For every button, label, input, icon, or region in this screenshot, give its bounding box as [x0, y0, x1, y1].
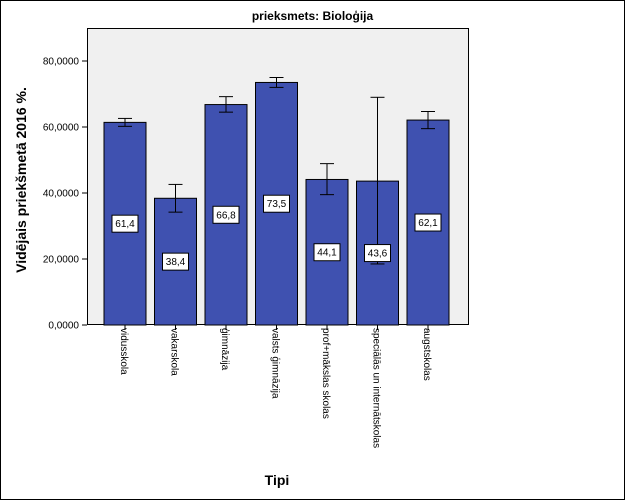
data-label-box — [414, 213, 442, 232]
x-tick-label: prof+mākslas skolas — [320, 328, 331, 419]
data-label: 61,4 — [115, 219, 135, 230]
x-tick-label: ģimnāzija — [219, 328, 232, 371]
x-tick-label: speciālās un internātskolas — [371, 328, 382, 448]
x-axis-label: Tipi — [264, 472, 290, 488]
data-label-box — [162, 252, 189, 271]
y-tick-label: 40,0000 — [43, 189, 80, 200]
x-tick-label: vidusskola — [118, 328, 129, 375]
data-label-box — [212, 205, 240, 224]
y-tick-label: 20,0000 — [43, 255, 80, 266]
y-tick-label: 0,0000 — [48, 321, 79, 332]
data-label: 38,4 — [166, 257, 186, 268]
x-tick-label: vakarskola — [169, 328, 180, 376]
x-tick-label: augstskolas — [421, 328, 432, 381]
data-label-box — [313, 243, 341, 262]
data-label-box — [364, 244, 391, 263]
data-label: 44,1 — [317, 248, 337, 259]
data-label: 43,6 — [368, 249, 388, 260]
x-tick-label: valsts ģimnāzija — [270, 328, 283, 399]
y-tick-label: 80,0000 — [43, 57, 80, 68]
data-label-box — [263, 194, 290, 213]
data-label-box — [111, 214, 139, 233]
y-tick-label: 60,0000 — [43, 123, 80, 134]
chart-title: prieksmets: Bioloģija — [251, 9, 374, 23]
data-label: 73,5 — [267, 199, 287, 210]
data-label: 62,1 — [418, 218, 438, 229]
data-label: 66,8 — [216, 210, 236, 221]
